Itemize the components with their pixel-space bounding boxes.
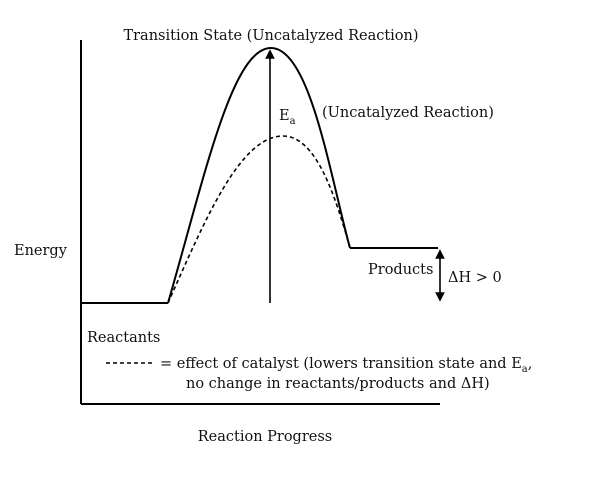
transition-state-label: Transition State (Uncatalyzed Reaction) — [123, 28, 418, 44]
reaction-progress-axis-label: Reaction Progress — [198, 429, 333, 445]
delta-h-label: ΔH > 0 — [448, 270, 502, 286]
legend-line-1-suffix: , — [528, 356, 533, 372]
activation-energy-symbol: E — [279, 108, 290, 124]
reactants-label: Reactants — [87, 330, 160, 346]
products-label: Products — [368, 262, 433, 278]
legend-line-1-text: = effect of catalyst (lowers transition … — [160, 356, 522, 372]
legend-line-2: no change in reactants/products and ΔH) — [186, 376, 490, 392]
catalyzed-curve — [167, 135, 351, 304]
uncatalyzed-curve — [167, 46, 351, 304]
energy-axis-label: Energy — [14, 243, 68, 259]
legend-line-1: = effect of catalyst (lowers transition … — [160, 356, 532, 375]
uncatalyzed-reaction-label: (Uncatalyzed Reaction) — [322, 105, 494, 121]
activation-energy-subscript: a — [290, 116, 296, 127]
activation-energy-label: Ea — [279, 108, 296, 127]
legend-line-1-subscript: a — [522, 364, 528, 375]
